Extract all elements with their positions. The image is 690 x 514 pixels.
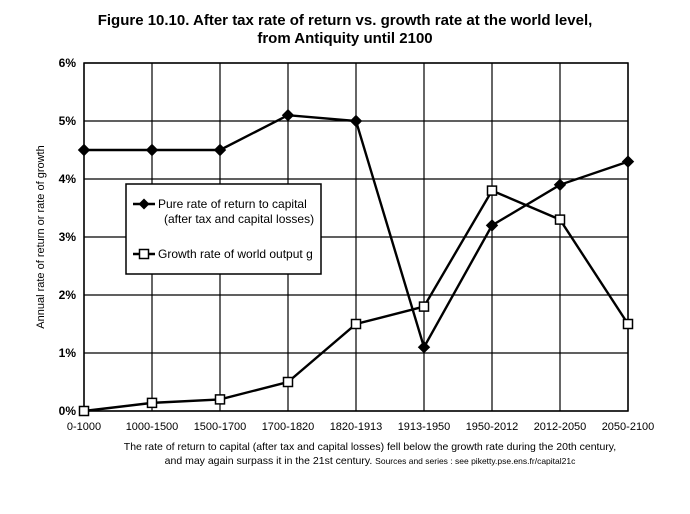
data-point-square: [214, 394, 226, 405]
data-point-square: [486, 185, 498, 196]
chart-source-note: Sources and series : see piketty.pse.ens…: [375, 456, 576, 466]
data-point-diamond: [621, 155, 635, 168]
data-point-diamond: [417, 340, 431, 354]
data-point-square: [78, 405, 90, 417]
legend-label-growth: Growth rate of world output g: [158, 247, 313, 261]
data-point-diamond: [77, 143, 91, 157]
data-point-square: [146, 397, 158, 409]
data-point-diamond: [349, 114, 363, 128]
data-point-diamond: [213, 143, 227, 157]
data-point-square: [282, 376, 294, 388]
data-point-square: [418, 301, 430, 312]
chart-caption-line-1: The rate of return to capital (after tax…: [123, 441, 617, 453]
data-point-square: [554, 214, 566, 225]
chart-title-line-1: Figure 10.10. After tax rate of return v…: [97, 12, 593, 29]
x-tick-label: 1700-1820: [262, 421, 315, 433]
chart-caption-line-2: and may again surpass it in the 21st cen…: [60, 454, 680, 468]
legend-marker-diamond: [138, 198, 150, 210]
x-tick-label: 1000-1500: [126, 421, 179, 433]
y-tick-label: 5%: [59, 114, 77, 128]
legend-marker-square: [138, 248, 150, 260]
x-tick-label: 0-1000: [67, 421, 101, 433]
chart-caption-text: and may again surpass it in the 21st cen…: [164, 455, 373, 467]
y-tick-label: 4%: [59, 172, 77, 186]
chart-title-line-2: from Antiquity until 2100: [257, 30, 433, 47]
legend-label-return: Pure rate of return to capital: [158, 197, 307, 211]
y-tick-label: 3%: [59, 230, 77, 244]
x-tick-label: 2012-2050: [534, 421, 587, 433]
data-point-diamond: [485, 219, 499, 232]
y-tick-label: 6%: [59, 56, 77, 70]
y-tick-label: 0%: [59, 404, 77, 418]
x-tick-label: 1950-2012: [466, 421, 519, 433]
x-tick-label: 1820-1913: [330, 421, 383, 433]
y-tick-label: 2%: [59, 288, 77, 302]
x-tick-label: 1913-1950: [398, 421, 451, 433]
data-point-diamond: [281, 108, 295, 122]
data-point-diamond: [145, 143, 159, 157]
y-tick-label: 1%: [59, 346, 77, 360]
data-point-square: [350, 318, 362, 330]
data-point-square: [622, 318, 634, 330]
legend-box: [125, 183, 322, 275]
y-axis-label: Annual rate of return or rate of growth: [35, 145, 47, 328]
legend-label-return-line2: (after tax and capital losses): [164, 212, 314, 226]
data-point-diamond: [553, 178, 567, 192]
x-tick-label: 2050-2100: [602, 421, 655, 433]
x-tick-label: 1500-1700: [194, 421, 247, 433]
